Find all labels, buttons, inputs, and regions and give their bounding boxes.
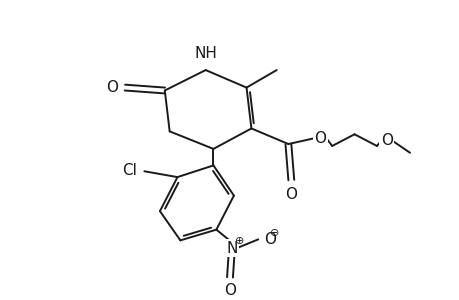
- Text: O: O: [314, 131, 326, 146]
- Text: N: N: [226, 241, 237, 256]
- Text: ⊕: ⊕: [235, 236, 244, 246]
- Text: O: O: [224, 283, 235, 298]
- Text: O: O: [106, 80, 118, 95]
- Text: O: O: [263, 232, 275, 247]
- Text: ⊖: ⊖: [269, 228, 279, 238]
- Text: O: O: [285, 187, 297, 202]
- Text: NH: NH: [194, 46, 217, 61]
- Text: O: O: [380, 133, 392, 148]
- Text: Cl: Cl: [122, 163, 136, 178]
